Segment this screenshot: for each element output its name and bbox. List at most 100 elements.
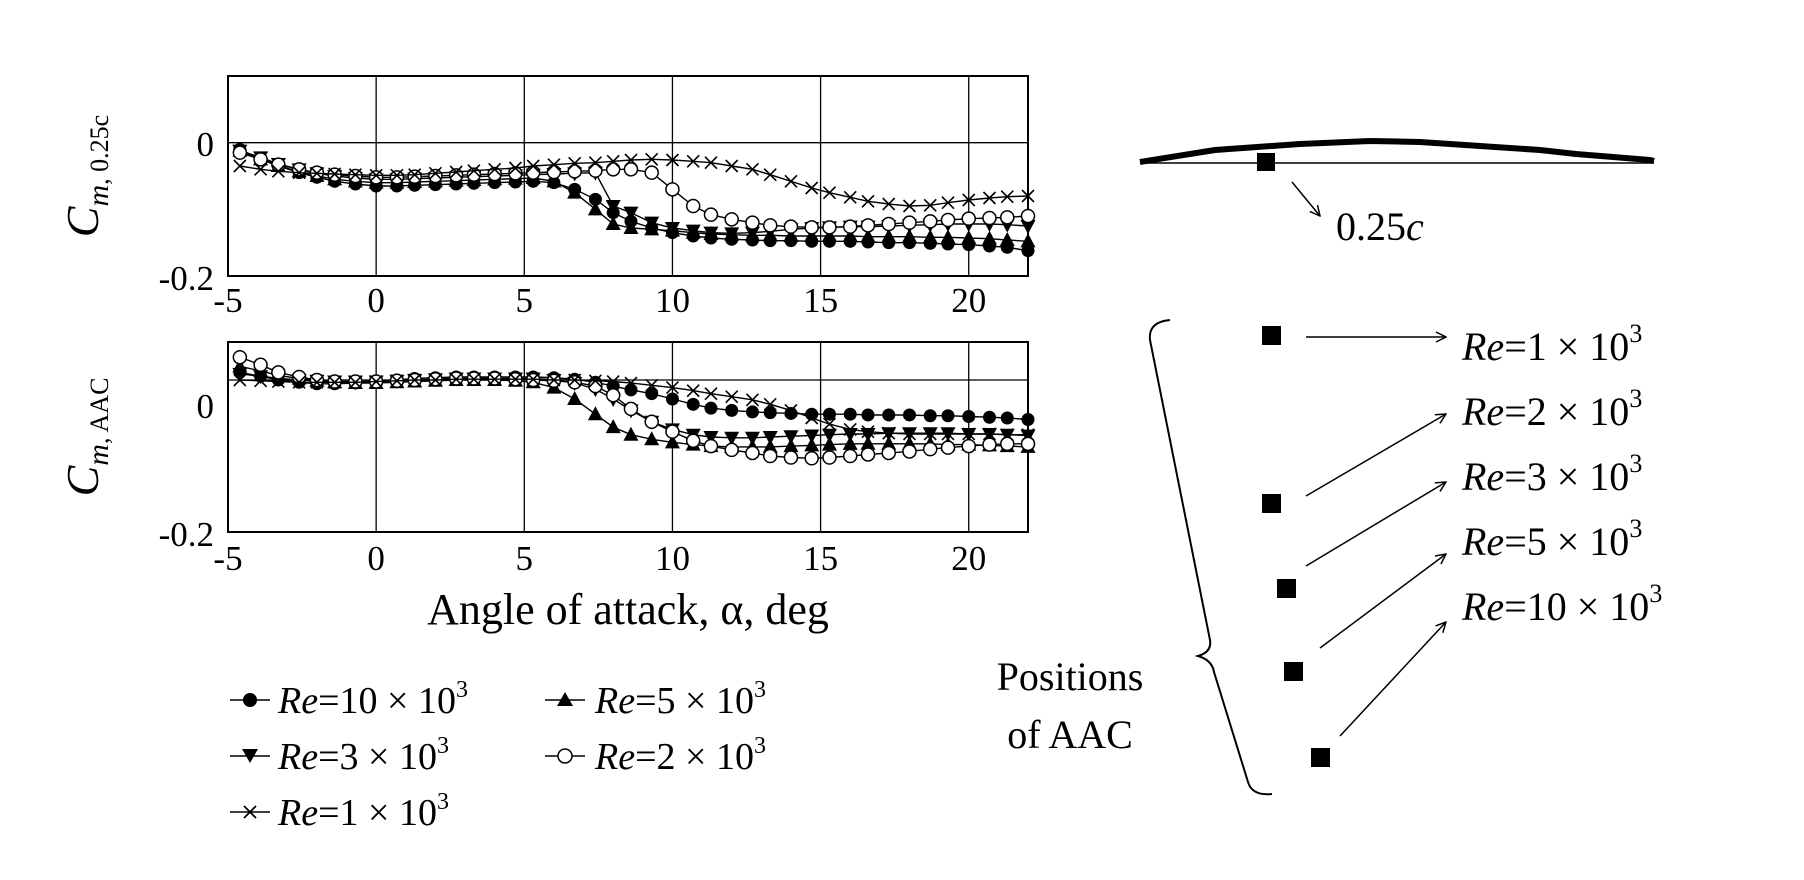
bottom-point [623,426,639,441]
top-point [783,219,799,234]
bottom-point [467,372,481,386]
bottom-xticks: -5 0 5 10 15 20 [213,539,986,578]
bottom-point [923,409,937,423]
legend-marker-x [243,805,257,819]
top-point [665,182,680,197]
top-point [449,165,463,179]
bottom-point [686,397,700,411]
bottom-point [804,451,819,466]
svg-text:Re=2 × 103: Re=2 × 103 [594,733,766,778]
quarter-chord-arrow [1291,181,1320,216]
top-point [902,215,917,230]
bottom-point [745,405,759,419]
top-xtick-0: 0 [367,281,385,320]
top-point [881,228,897,243]
bottom-point [724,442,739,458]
top-point [623,162,639,177]
legend-re-label: Re [277,736,318,778]
top-point [940,212,956,228]
bottom-ylabel-sub1: m [82,444,115,466]
top-xtick-15: 15 [803,281,838,320]
bottom-point [762,431,778,445]
airfoil-profile [1139,138,1655,165]
bottom-point [232,349,248,365]
svg-text:Re=5 × 103: Re=5 × 103 [594,677,766,722]
top-point [861,194,875,208]
top-point [822,220,837,235]
top-point [348,168,362,182]
bottom-point [1021,428,1035,442]
top-point [508,166,523,181]
top-point [623,206,639,221]
top-point [1020,208,1036,224]
top-point [940,229,956,244]
bottom-point [233,373,247,387]
aac-arrow-re10 [1339,622,1446,737]
bottom-ylabel-main: C [57,464,108,496]
bottom-point [860,435,876,450]
bottom-point [1000,411,1014,425]
top-point [1020,233,1036,248]
bottom-point [961,438,976,454]
bottom-point [744,431,760,446]
bottom-point [745,445,760,461]
top-xticks: -5 0 5 10 15 20 [213,281,986,320]
bottom-point [783,430,799,445]
top-point [902,199,917,213]
top-point [328,167,342,181]
top-point [624,153,638,167]
top-point [292,166,306,180]
top-point [664,222,680,236]
top-point [588,192,602,206]
aac-label-re1: Re=1 × 103 [1461,319,1642,369]
bottom-point [861,408,875,422]
quarter-chord-num: 0.25 [1336,204,1406,249]
quarter-chord-marker [1257,153,1275,171]
top-point [1000,210,1015,225]
top-point [389,170,405,185]
legend-re-label: Re [594,736,635,778]
bottom-point [783,450,799,465]
top-point [999,232,1015,246]
legend-re-label: Re [277,680,318,722]
bottom-point [842,427,858,442]
legend-exponent: 3 [437,733,449,759]
top-chart: -5 0 5 10 15 20 0 -0.2 Cm, 0.25c [57,75,1036,320]
legend-exponent: 3 [754,677,766,703]
top-point [467,164,481,178]
top-point [644,216,660,231]
top-point [842,219,858,234]
bottom-chart: -5 0 5 10 15 20 0 -0.2 Cm, AAC Angle of attac… [57,341,1036,634]
legend-value: =3 × 10 [318,736,437,778]
legend-item-re10: Re=10 × 103 [230,677,468,722]
legend-value: =2 × 10 [635,736,754,778]
bottom-point [292,375,306,389]
bottom-point [982,410,996,424]
bottom-point [784,403,798,417]
bottom-series [232,349,1036,466]
svg-text:Re=3 × 103: Re=3 × 103 [277,733,449,778]
aac-label-re2: Re=2 × 103 [1461,384,1642,434]
top-point [1020,220,1036,234]
top-point [271,164,285,178]
top-point [962,193,976,207]
top-point [665,153,680,167]
top-point [623,220,639,234]
legend-item-re5: Re=5 × 103 [545,677,766,722]
bottom-ylabel-sub2: , AAC [85,378,114,444]
bottom-point [784,406,798,420]
bottom-point [665,381,680,395]
top-point [860,228,876,243]
bottom-point [1000,436,1015,452]
bottom-point [704,401,718,415]
svg-text:Re=1 × 103: Re=1 × 103 [277,789,449,834]
bottom-point [254,374,268,388]
top-ytick-0: 0 [197,125,215,164]
bottom-point [745,393,760,407]
top-point [368,170,384,185]
top-point [881,216,896,232]
bottom-xtick-20: 20 [951,539,986,578]
bottom-point [881,445,896,461]
top-series [232,142,1036,258]
